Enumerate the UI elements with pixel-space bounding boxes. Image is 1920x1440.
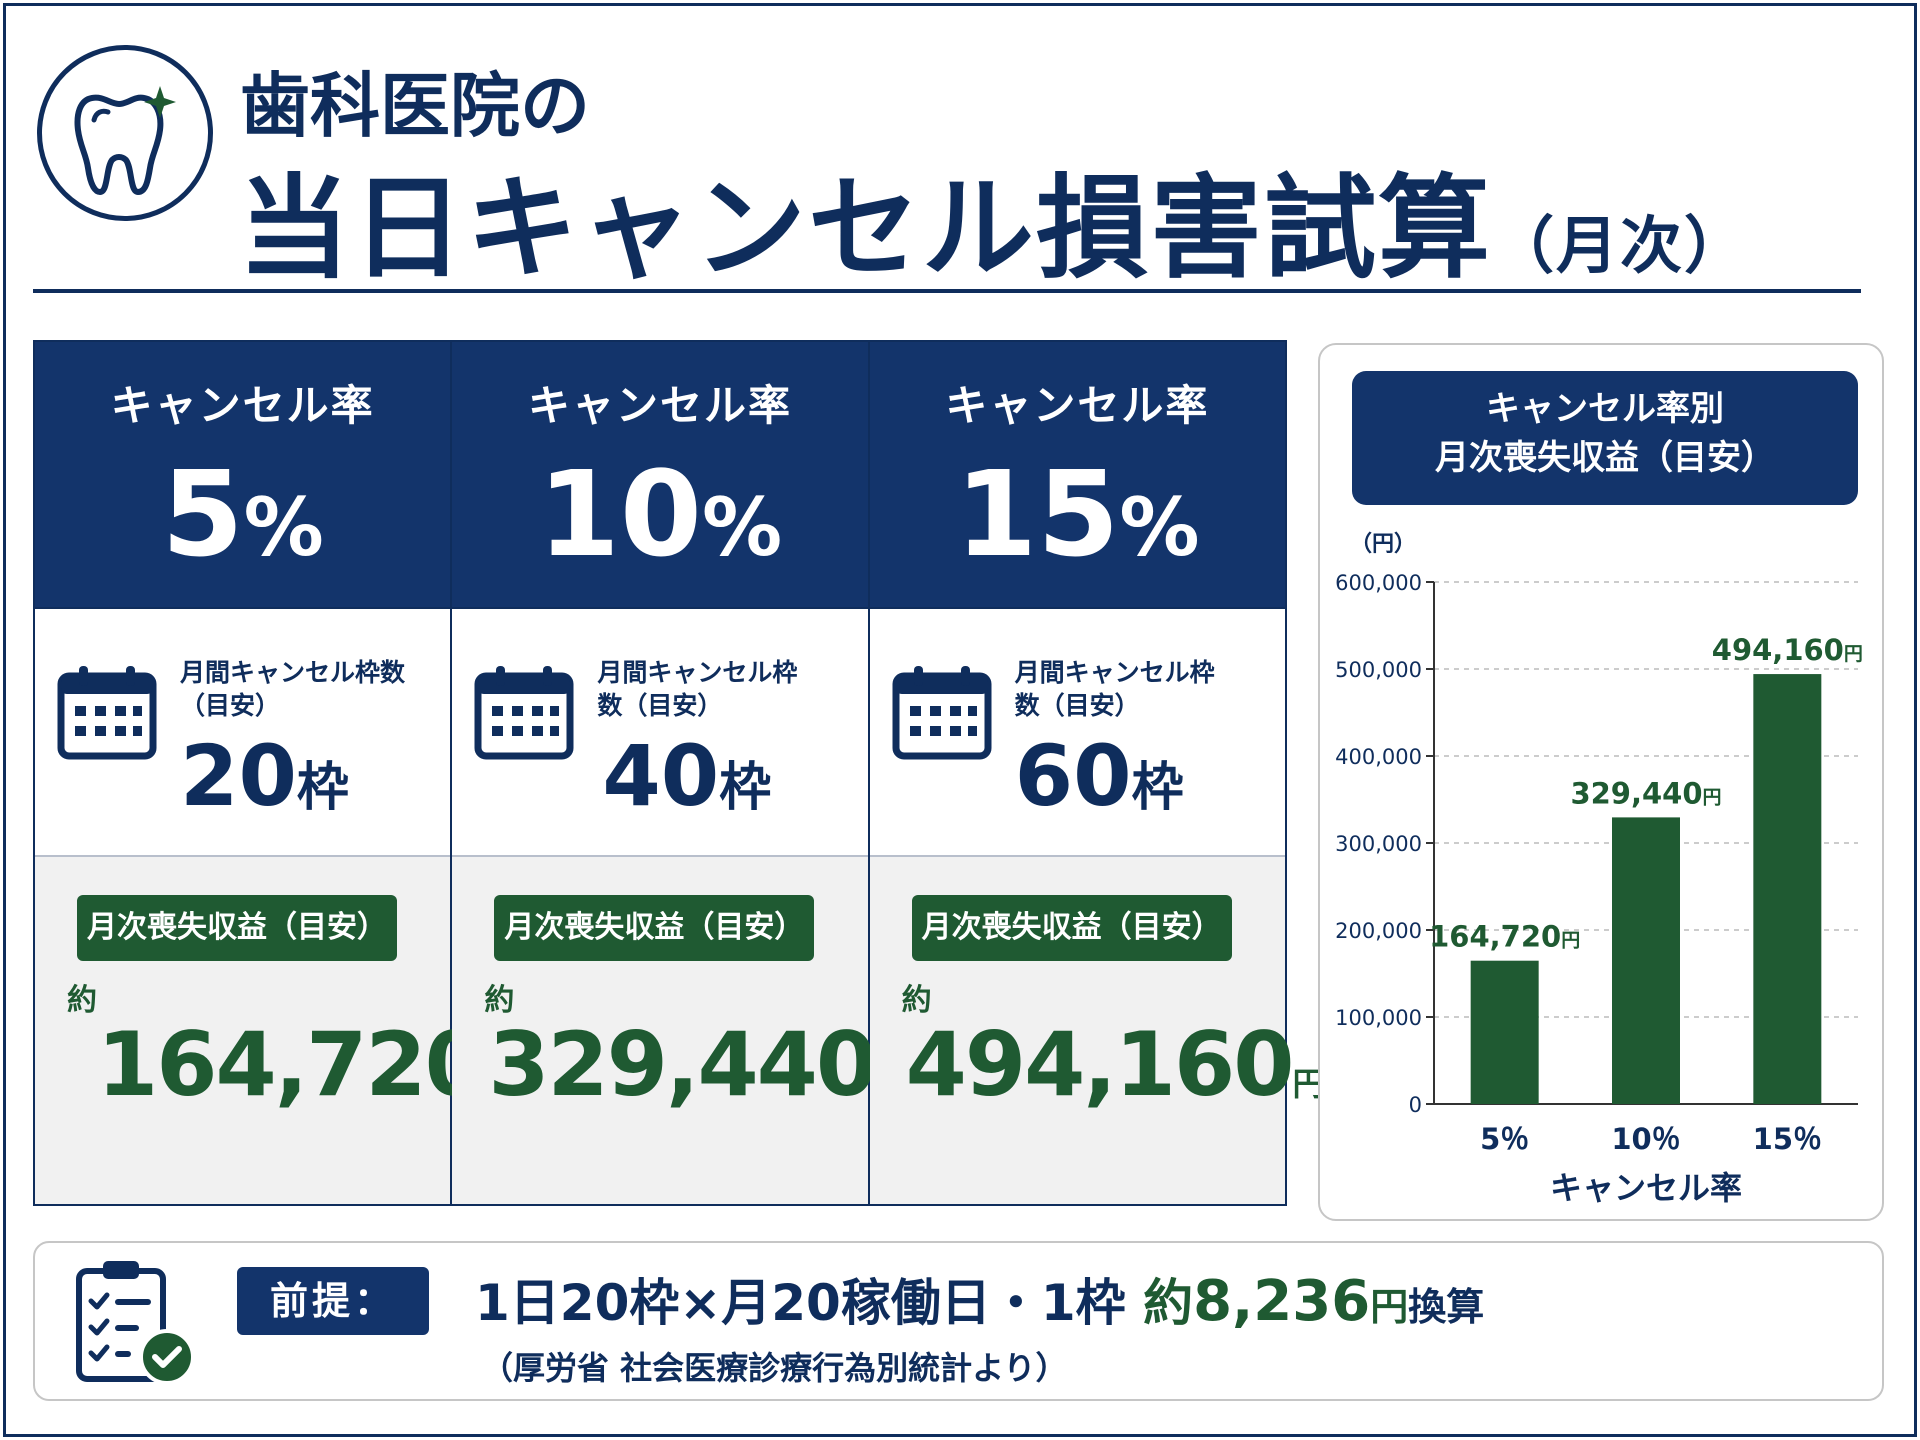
- calendar-icon: [892, 666, 992, 760]
- rate-value: 15%: [870, 455, 1285, 573]
- slots-value: 40枠: [602, 734, 771, 818]
- premise-tail: 換算: [1408, 1285, 1485, 1329]
- loss-number: 329,440: [488, 1013, 877, 1116]
- bar: [1753, 674, 1822, 1104]
- x-tick-label: 10％: [1611, 1122, 1680, 1156]
- slots-label: 月間キャンセル枠数（目安）: [1014, 658, 1215, 720]
- y-tick-label: 500,000: [1335, 658, 1422, 682]
- loss-section: 月次喪失収益（目安） 約 164,720円: [35, 855, 516, 1204]
- rate-number: 5: [161, 445, 244, 583]
- loss-value: 494,160円: [906, 1016, 1325, 1114]
- bar: [1612, 817, 1680, 1104]
- title-main: 当日キャンセル損害試算: [238, 164, 1492, 294]
- premise-approx: 約: [1143, 1274, 1194, 1332]
- rate-value: 5%: [35, 455, 450, 573]
- loss-value: 329,440円: [488, 1016, 907, 1114]
- chart-title: キャンセル率別 月次喪失収益（目安）: [1352, 371, 1858, 505]
- title-line1: 歯科医院の: [240, 64, 590, 147]
- approx-label: 約: [901, 983, 932, 1018]
- slots-section: 月間キャンセル枠数（目安） 20枠: [35, 607, 451, 855]
- calendar-icon: [474, 666, 574, 760]
- page-title: 当日キャンセル損害試算（月次）: [238, 138, 1748, 300]
- rate-header: キャンセル率 5%: [35, 342, 451, 607]
- loss-label-badge: 月次喪失収益（目安）: [911, 895, 1232, 961]
- bar: [1470, 960, 1539, 1104]
- rate-unit: %: [1119, 481, 1200, 574]
- slots-section: 月間キャンセル枠数（目安） 60枠: [869, 607, 1285, 855]
- loss-label-badge: 月次喪失収益（目安）: [77, 895, 397, 961]
- slots-section: 月間キャンセル枠数（目安） 40枠: [452, 607, 868, 855]
- loss-section: 月次喪失収益（目安） 約 329,440円: [452, 855, 907, 1204]
- y-unit-label: （円）: [1350, 532, 1416, 557]
- x-axis-title: キャンセル率: [1550, 1169, 1742, 1207]
- loss-value: 164,720円: [97, 1016, 516, 1114]
- premise-number: 8,236: [1193, 1269, 1371, 1334]
- premise-footer: 前提： 1日20枠×月20稼働日・1枠 約8,236円換算 （厚労省 社会医療診…: [33, 1241, 1884, 1401]
- rate-value: 10%: [452, 455, 867, 573]
- premise-badge: 前提：: [237, 1267, 429, 1335]
- data-label: 494,160円: [1712, 633, 1863, 667]
- scenario-card-15: キャンセル率 15% 月間キャンセル枠数（目安） 60枠 月次喪失収益（目安） …: [869, 342, 1324, 1204]
- tooth-icon: [37, 45, 213, 221]
- y-tick-label: 300,000: [1335, 832, 1422, 856]
- slots-unit: 枠: [719, 758, 772, 818]
- y-tick-label: 0: [1409, 1093, 1422, 1117]
- loss-label-badge: 月次喪失収益（目安）: [494, 895, 815, 961]
- loss-number: 164,720: [97, 1013, 486, 1116]
- scenario-card-5: キャンセル率 5% 月間キャンセル枠数（目安） 20枠 月次喪失収益（目安） 約…: [35, 342, 516, 1204]
- loss-number: 494,160: [905, 1013, 1295, 1116]
- slots-label: 月間キャンセル枠数（目安）: [180, 658, 406, 720]
- premise-text: 1日20枠×月20稼働日・1枠 約8,236円換算: [475, 1263, 1484, 1335]
- slots-number: 20: [180, 727, 297, 825]
- slots-number: 40: [602, 727, 720, 825]
- data-label: 329,440円: [1570, 776, 1721, 810]
- rate-label: キャンセル率: [110, 381, 375, 430]
- data-label: 164,720円: [1429, 920, 1580, 954]
- rate-header: キャンセル率 10%: [452, 342, 868, 607]
- slots-number: 60: [1014, 727, 1132, 825]
- rate-label: キャンセル率: [527, 381, 792, 430]
- premise-amount: 約8,236円: [1143, 1269, 1409, 1334]
- approx-label: 約: [67, 983, 97, 1018]
- rate-header: キャンセル率 15%: [869, 342, 1285, 607]
- rate-unit: %: [243, 481, 324, 574]
- premise-source-note: （厚労省 社会医療診療行為別統計より）: [481, 1349, 1068, 1387]
- loss-section: 月次喪失収益（目安） 約 494,160円: [869, 855, 1324, 1204]
- header-divider: [33, 289, 1861, 293]
- premise-unit: 円: [1370, 1285, 1409, 1329]
- checklist-clipboard-icon: [76, 1261, 195, 1385]
- approx-label: 約: [484, 983, 515, 1018]
- rate-number: 15: [955, 445, 1120, 583]
- slots-unit: 枠: [1131, 758, 1184, 818]
- page-frame: [3, 3, 1917, 1437]
- y-tick-label: 400,000: [1335, 745, 1422, 769]
- y-tick-label: 200,000: [1335, 919, 1422, 943]
- calendar-icon: [57, 666, 157, 760]
- bar-chart: （円） 0 100,000 200,000 300,000 400,000 500,000 6…: [1335, 532, 1863, 1207]
- x-tick-label: 15％: [1753, 1122, 1822, 1156]
- rate-unit: %: [702, 481, 783, 574]
- premise-part1: 1日20枠×月20稼働日・1枠: [475, 1274, 1126, 1332]
- y-tick-label: 600,000: [1335, 571, 1422, 595]
- chart-title-line1: キャンセル率別: [1486, 389, 1724, 429]
- title-suffix: （月次）: [1492, 209, 1749, 282]
- slots-value: 60枠: [1015, 734, 1184, 818]
- scenario-cards: キャンセル率 5% 月間キャンセル枠数（目安） 20枠 月次喪失収益（目安） 約…: [33, 340, 1324, 1206]
- scenario-card-10: キャンセル率 10% 月間キャンセル枠数（目安） 40枠 月次喪失収益（目安） …: [452, 342, 907, 1204]
- chart-title-line2: 月次喪失収益（目安）: [1435, 438, 1775, 479]
- rate-label: キャンセル率: [945, 381, 1210, 430]
- rate-number: 10: [537, 445, 703, 583]
- sparkle-icon: [144, 86, 176, 118]
- x-tick-label: 5％: [1480, 1122, 1529, 1156]
- slots-value: 20枠: [180, 734, 349, 818]
- y-tick-label: 100,000: [1335, 1006, 1422, 1030]
- slots-label: 月間キャンセル枠数（目安）: [597, 658, 798, 720]
- chart-panel: キャンセル率別 月次喪失収益（目安） （円） 0 100,000 200,000 300…: [1318, 343, 1884, 1221]
- slots-unit: 枠: [296, 758, 349, 818]
